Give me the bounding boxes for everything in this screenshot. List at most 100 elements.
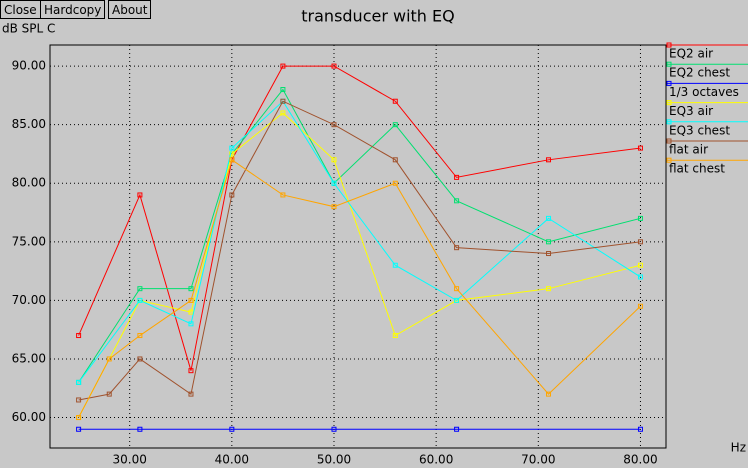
data-point [280, 87, 286, 93]
y-axis-label: dB SPL C [2, 22, 55, 36]
x-tick-label: 30.00 [113, 453, 147, 467]
data-point [454, 426, 460, 432]
data-point [637, 274, 643, 280]
data-point [76, 426, 82, 432]
data-point [280, 98, 286, 104]
data-point [392, 333, 398, 339]
data-point [76, 333, 82, 339]
series-line [78, 65, 641, 371]
legend-label: EQ2 air [669, 47, 713, 61]
data-point [188, 321, 194, 327]
data-point [331, 63, 337, 69]
data-point [229, 192, 235, 198]
data-point [137, 356, 143, 362]
legend-label: EQ2 chest [669, 66, 730, 80]
data-point [188, 297, 194, 303]
data-point [637, 262, 643, 268]
series-line [78, 112, 641, 418]
data-point [331, 157, 337, 163]
data-point [229, 157, 235, 163]
series-line [78, 100, 641, 401]
data-point [454, 297, 460, 303]
data-point [76, 379, 82, 385]
series-line [78, 100, 641, 383]
data-point [76, 397, 82, 403]
data-point [229, 145, 235, 151]
data-point [637, 145, 643, 151]
legend-marker [666, 61, 672, 67]
legend-marker [666, 42, 672, 48]
data-point [392, 122, 398, 128]
data-point [392, 180, 398, 186]
data-point [280, 63, 286, 69]
data-point [331, 204, 337, 210]
data-point [137, 286, 143, 292]
data-point [229, 426, 235, 432]
data-point [188, 309, 194, 315]
data-point [137, 297, 143, 303]
legend-marker [666, 138, 672, 144]
data-point [331, 426, 337, 432]
x-tick-label: 40.00 [215, 453, 249, 467]
about-button[interactable]: About [108, 0, 152, 19]
data-point [106, 356, 112, 362]
legend-label: flat chest [669, 162, 725, 176]
x-tick-label: 60.00 [419, 453, 453, 467]
data-point [331, 122, 337, 128]
data-point [637, 239, 643, 245]
series-line [78, 159, 641, 418]
data-point [637, 426, 643, 432]
legend-marker [666, 80, 672, 86]
legend-label: EQ3 chest [669, 123, 730, 137]
data-point [229, 151, 235, 157]
y-tick-label: 70.00 [12, 293, 46, 307]
data-point [188, 368, 194, 374]
data-point [188, 391, 194, 397]
chart-title: transducer with EQ [301, 7, 454, 26]
data-point [546, 286, 552, 292]
data-point [637, 303, 643, 309]
x-tick-label: 70.00 [521, 453, 555, 467]
data-point [546, 215, 552, 221]
data-point [137, 192, 143, 198]
y-tick-label: 65.00 [12, 351, 46, 365]
y-tick-label: 75.00 [12, 234, 46, 248]
data-point [392, 262, 398, 268]
legend-label: 1/3 octaves [669, 85, 739, 99]
data-point [454, 198, 460, 204]
data-point [546, 157, 552, 163]
data-point [546, 251, 552, 257]
series-line [78, 88, 641, 383]
data-point [454, 245, 460, 251]
data-point [137, 333, 143, 339]
x-tick-label: 80.00 [623, 453, 657, 467]
data-point [546, 391, 552, 397]
legend-marker [666, 157, 672, 163]
data-point [454, 286, 460, 292]
data-point [280, 192, 286, 198]
data-point [454, 174, 460, 180]
data-point [188, 286, 194, 292]
legend-marker [666, 119, 672, 125]
data-point [106, 391, 112, 397]
plot-frame [49, 44, 667, 449]
y-tick-label: 90.00 [12, 59, 46, 73]
data-point [546, 239, 552, 245]
data-point [331, 180, 337, 186]
x-tick-label: 50.00 [317, 453, 351, 467]
x-axis-label: Hz [731, 441, 746, 455]
data-point [392, 98, 398, 104]
hardcopy-button[interactable]: Hardcopy [40, 0, 106, 19]
y-tick-label: 80.00 [12, 176, 46, 190]
data-point [392, 157, 398, 163]
legend-marker [666, 100, 672, 106]
data-point [280, 110, 286, 116]
y-tick-label: 85.00 [12, 117, 46, 131]
legend-label: flat air [669, 143, 708, 157]
y-tick-label: 60.00 [12, 410, 46, 424]
data-point [137, 426, 143, 432]
data-point [76, 415, 82, 421]
legend-label: EQ3 air [669, 104, 713, 118]
